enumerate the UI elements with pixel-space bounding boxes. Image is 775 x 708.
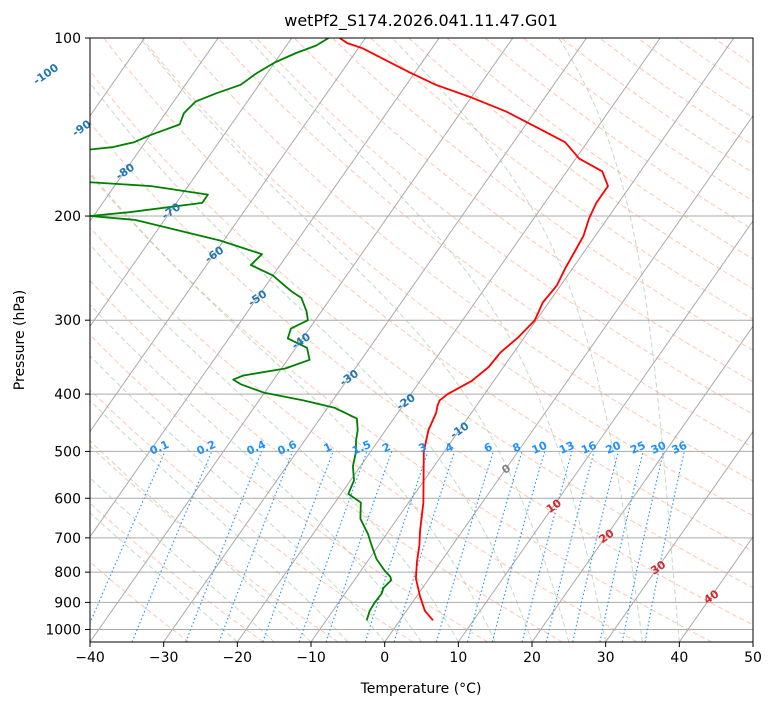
dry-adiabat: [90, 70, 753, 589]
isotherm-line: [531, 325, 753, 642]
x-tick-label: −40: [75, 650, 105, 666]
x-tick-label: 0: [380, 650, 389, 666]
isotherm-line: [236, 38, 661, 642]
y-tick-label: 500: [54, 444, 81, 460]
mixing-ratio-line: [572, 451, 619, 642]
y-axis-label: Pressure (hPa): [12, 290, 28, 390]
x-axis-label: Temperature (°C): [360, 681, 482, 697]
y-tick-label: 200: [54, 209, 81, 225]
isotherm-line: [90, 38, 514, 642]
isotherm-line: [605, 430, 753, 642]
x-tick-label: −30: [149, 650, 179, 666]
x-tick-label: 40: [670, 650, 688, 666]
y-tick-label: 300: [54, 313, 81, 329]
dry-adiabat: [370, 38, 753, 320]
x-tick-label: −10: [296, 650, 326, 666]
moist-adiabat: [558, 38, 680, 642]
dry-adiabat: [141, 38, 753, 517]
y-tick-label: 600: [54, 491, 81, 507]
moist-adiabat: [391, 38, 643, 642]
moist-adiabat: [90, 399, 349, 642]
chart-title: wetPf2_S174.2026.041.11.47.G01: [284, 11, 558, 31]
mixing-ratio-line: [435, 451, 494, 642]
mixing-ratio-line: [491, 451, 546, 642]
moist-adiabat: [90, 303, 422, 642]
moist-adiabat: [90, 512, 238, 642]
dry-adiabat: [90, 279, 563, 642]
moist-adiabat: [247, 38, 607, 642]
mixing-ratio-line: [325, 451, 393, 642]
isotherm-line: [90, 38, 293, 328]
y-tick-label: 800: [54, 565, 81, 581]
mixing-ratio-label: 10: [530, 439, 550, 457]
y-tick-label: 700: [54, 531, 81, 547]
y-tick-label: 400: [54, 387, 81, 403]
x-tick-label: 30: [597, 650, 615, 666]
temperature-profile: [339, 38, 609, 621]
y-tick-label: 100: [54, 31, 81, 47]
mixing-ratio-label: 25: [628, 439, 647, 457]
isotherm-line: [163, 38, 588, 642]
isotherm-line: [310, 38, 735, 642]
x-tick-label: 10: [449, 650, 467, 666]
mixing-ratio-line: [545, 451, 595, 642]
isotherm-line: [90, 38, 219, 222]
mixing-ratio-line: [364, 451, 429, 642]
dry-adiabat: [332, 38, 753, 351]
x-tick-label: −20: [223, 650, 253, 666]
mixing-ratio-line: [131, 451, 213, 642]
moist-adiabat: [90, 171, 496, 642]
moist-adiabat: [90, 477, 275, 642]
isotherm-line: [384, 114, 753, 642]
mixing-ratio-line: [521, 451, 573, 642]
moist-adiabat: [139, 38, 570, 642]
dry-adiabat: [103, 38, 753, 552]
isotherm-line: [90, 38, 440, 538]
series-layer: [90, 38, 609, 621]
x-tick-label: 50: [744, 650, 762, 666]
moist-adiabat: [90, 243, 459, 642]
dry-adiabat: [751, 38, 753, 40]
moist-adiabat: [90, 355, 386, 642]
dry-adiabat: [179, 38, 753, 482]
mixing-ratio-line: [262, 451, 334, 642]
dry-adiabat: [90, 561, 190, 642]
y-tick-label: 1000: [45, 622, 81, 638]
isotherm-line: [90, 38, 367, 433]
mixing-ratio-line: [185, 451, 263, 642]
mixing-ratio-label: 36: [670, 439, 690, 457]
mixing-ratio-label: 16: [579, 439, 599, 457]
isotherm-line: [457, 220, 753, 642]
mixing-ratio-line: [298, 451, 368, 642]
plot-frame: [89, 37, 754, 643]
plot-background: [90, 38, 753, 642]
mixing-ratio-line: [393, 451, 456, 642]
axis-layer: −40 −30 −20 −10 0 10 20 30 40 50 100 200 300 400 500 60…: [45, 31, 762, 666]
dry-adiabat: [90, 121, 753, 626]
mixing-ratio-label: 30: [649, 439, 669, 457]
x-tick-label: 20: [523, 650, 541, 666]
mixing-ratio-line: [466, 451, 523, 642]
dry-adiabat: [90, 334, 488, 642]
mixing-ratio-line: [90, 451, 166, 625]
mixing-ratio-label: 20: [604, 439, 624, 457]
isotherm-line: [678, 535, 753, 642]
y-tick-label: 900: [54, 595, 81, 611]
dry-adiabat: [217, 38, 753, 448]
mixing-ratio-label: 13: [557, 439, 576, 457]
moist-adiabat: [90, 82, 533, 642]
isotherm-label: -100: [31, 61, 61, 88]
dewpoint-profile: [90, 38, 393, 621]
isotherm-line: [0, 25, 6, 654]
mixing-ratio-line: [218, 451, 294, 642]
grid-layer: [0, 25, 753, 654]
